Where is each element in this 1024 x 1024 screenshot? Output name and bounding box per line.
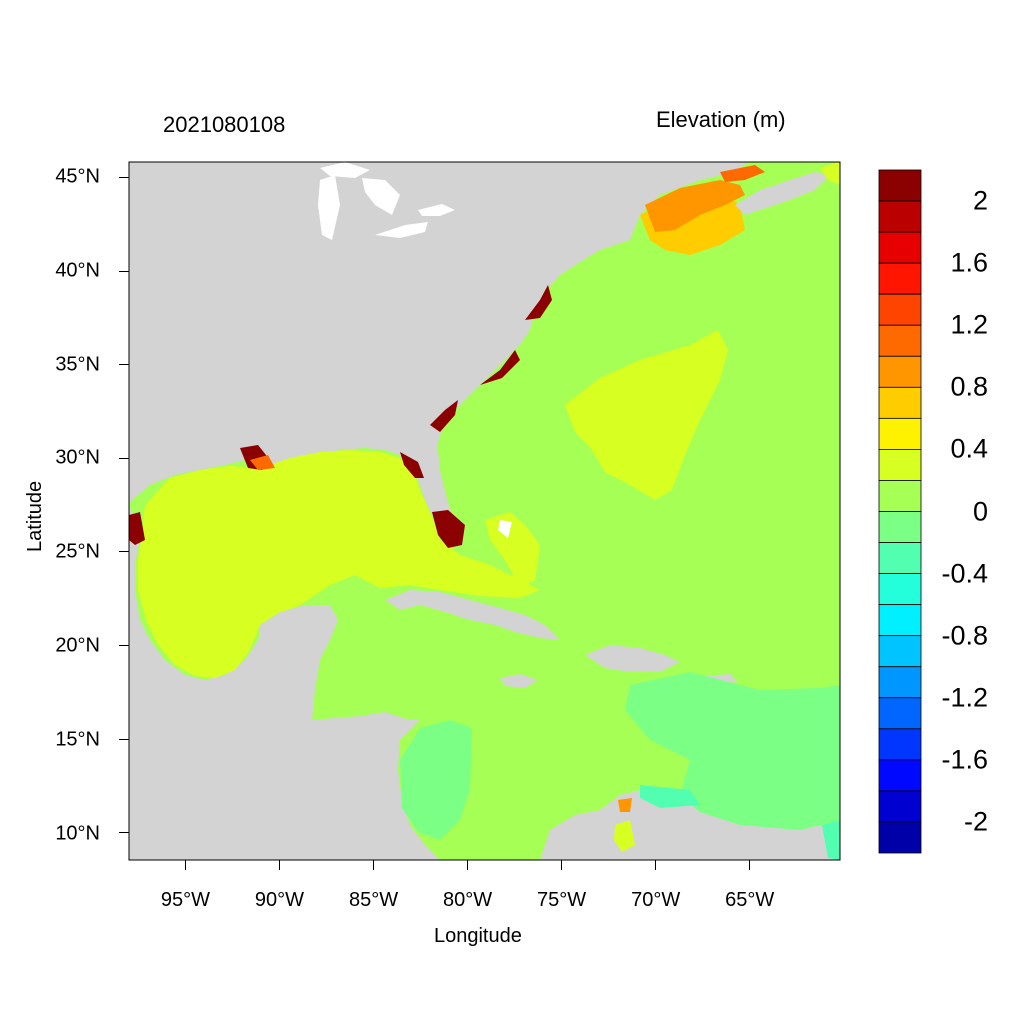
- colorbar-label: 0.4: [950, 433, 988, 464]
- land-cuba: [385, 590, 560, 640]
- colorbar-swatch: [878, 417, 922, 450]
- colorbar-swatch: [878, 262, 922, 295]
- maracaibo-high: [614, 820, 635, 852]
- louisiana-high: [250, 455, 275, 470]
- x-tick-label: 95°W: [160, 889, 210, 911]
- land-north-america: [129, 162, 748, 540]
- fundy-high: [720, 165, 765, 182]
- x-tick-marks: [185, 860, 750, 870]
- colorbar-swatch: [878, 449, 922, 481]
- colorbar-label: 0.8: [950, 371, 988, 402]
- bahamas-islands: [498, 520, 512, 538]
- colorbar-swatch: [878, 635, 922, 668]
- colorbar-swatch: [878, 728, 922, 761]
- colorbar-swatch: [878, 324, 922, 357]
- gulf-of-mexico: [138, 450, 540, 678]
- colorbar-label: -0.4: [941, 558, 988, 589]
- texas-surge: [129, 512, 145, 545]
- map-frame: [128, 161, 841, 861]
- lake-michigan: [318, 175, 340, 240]
- maracaibo-orange: [618, 798, 632, 812]
- colorbar-swatch: [878, 480, 922, 512]
- colorbar-label: 2: [972, 185, 988, 216]
- venezuela-coast-negative: [640, 785, 700, 808]
- y-tick-label: 25°N: [55, 540, 100, 563]
- bahamas-shallows: [485, 512, 540, 588]
- lake-superior: [320, 162, 370, 178]
- caribbean-negative-west: [400, 720, 472, 840]
- x-tick-label: 65°W: [725, 889, 775, 911]
- map-plot-area: [129, 162, 840, 860]
- y-tick-label: 45°N: [55, 165, 100, 188]
- georgia-surge: [430, 400, 458, 432]
- y-tick-label: 20°N: [55, 634, 100, 657]
- caribbean-negative-east: [625, 672, 840, 830]
- florida-surge-south: [432, 510, 465, 548]
- lake-erie: [375, 222, 428, 238]
- chesapeake-surge: [525, 285, 552, 320]
- colorbar-swatch: [878, 759, 922, 792]
- y-tick-label: 15°N: [55, 728, 100, 751]
- colorbar-swatch: [878, 697, 922, 730]
- colorbar-swatch: [878, 604, 922, 637]
- colorbar-swatch: [878, 386, 922, 419]
- colorbar-swatch: [878, 293, 922, 326]
- gulf-of-maine-orange: [645, 180, 745, 232]
- date-label: 2021080108: [163, 112, 286, 137]
- colorbar-label: 0: [972, 496, 988, 526]
- colorbar-swatch: [878, 821, 922, 854]
- y-tick-label: 40°N: [55, 259, 100, 282]
- x-tick-label: 70°W: [631, 889, 681, 911]
- colorbar-swatch: [878, 231, 922, 264]
- carolina-surge: [480, 350, 520, 385]
- y-tick-label: 10°N: [55, 822, 100, 845]
- colorbar-swatch: [878, 511, 922, 543]
- colorbar-label: -1.2: [941, 682, 988, 713]
- y-axis-title: Latitude: [24, 480, 46, 552]
- colorbar-swatch: [878, 200, 922, 233]
- colorbar-label: 1.6: [950, 247, 988, 278]
- colorbar-swatch: [878, 666, 922, 699]
- land-jamaica: [500, 674, 538, 688]
- caribbean-cyan-east: [822, 820, 840, 860]
- colorbar-swatch: [878, 355, 922, 388]
- colorbar-label: 1.2: [950, 309, 988, 340]
- land-yucatan: [258, 605, 338, 722]
- colorbar: [878, 169, 922, 854]
- land-south-america: [540, 790, 840, 860]
- colorbar-label: -0.8: [941, 620, 988, 651]
- lake-ontario: [418, 204, 455, 216]
- y-tick-label: 35°N: [55, 353, 100, 376]
- x-tick-label: 85°W: [348, 889, 399, 911]
- lake-huron: [362, 178, 400, 215]
- y-axis-title-wrap: Latitude: [24, 481, 47, 552]
- colorbar-label: -1.6: [941, 744, 988, 775]
- colorbar-label: -2: [963, 806, 988, 837]
- y-tick-marks: [119, 177, 129, 833]
- cape-breton-positive: [820, 162, 840, 185]
- variable-label: Elevation (m): [656, 107, 786, 132]
- colorbar-swatch: [878, 573, 922, 606]
- x-axis-title: Longitude: [434, 925, 522, 947]
- land-nova-scotia: [735, 172, 830, 215]
- colorbar-swatch: [878, 542, 922, 574]
- florida-surge-west: [400, 452, 424, 478]
- colorbar-swatch: [878, 169, 922, 202]
- y-tick-label: 30°N: [55, 446, 100, 469]
- x-tick-label: 80°W: [443, 889, 493, 911]
- colorbar-swatch: [878, 790, 922, 823]
- atlantic-positive-blob: [565, 330, 728, 500]
- x-tick-label: 75°W: [537, 889, 587, 911]
- x-tick-label: 90°W: [254, 889, 305, 911]
- land-hispaniola: [585, 645, 680, 672]
